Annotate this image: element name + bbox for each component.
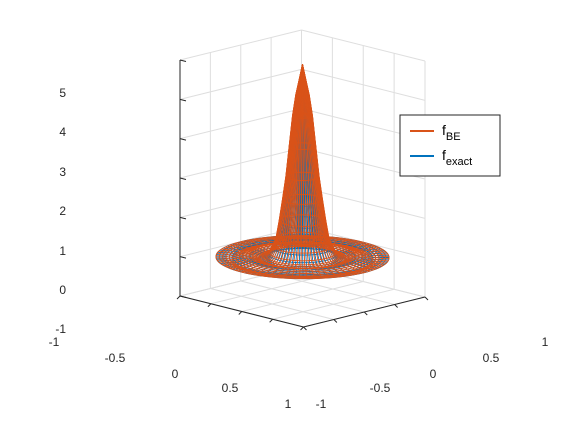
mesh-layer (215, 64, 390, 280)
mesh-spoke (302, 64, 343, 277)
x-tick-label: 0 (172, 367, 179, 381)
mesh-spoke (271, 64, 303, 278)
mesh-spoke (289, 64, 303, 279)
legend-label-be-main: f (442, 122, 446, 138)
grid-line (179, 108, 302, 140)
y-tick (303, 326, 307, 331)
grid-line (210, 288, 334, 320)
z-tick-label: 3 (59, 165, 66, 179)
mesh-spoke (302, 64, 375, 252)
z-tick-label: 4 (59, 125, 66, 139)
grid-line (301, 68, 426, 101)
legend-label-be-sub: BE (446, 131, 461, 143)
x-tick-label: -0.5 (105, 351, 126, 365)
grid-line (179, 29, 302, 61)
mesh-spoke (302, 64, 318, 279)
x-tick-label: -1 (49, 335, 60, 349)
z-tick-label: 1 (59, 244, 66, 258)
z-tick-label: 2 (59, 204, 66, 218)
mesh-spoke (302, 64, 358, 275)
mesh-spoke (248, 64, 303, 275)
z-tick (179, 138, 187, 141)
mesh-spoke (302, 64, 384, 254)
x-tick (176, 295, 181, 300)
z-tick (179, 177, 187, 180)
mesh-be (215, 64, 390, 280)
legend-label-exact-main: f (442, 147, 446, 163)
y-tick-label: -1 (316, 397, 327, 411)
x-tick-label: 1 (285, 397, 292, 411)
mesh-spoke (235, 64, 303, 271)
grid-line (301, 186, 426, 219)
legend-label-be: fBE (442, 122, 461, 143)
mesh-spoke (280, 64, 303, 279)
y-tick (424, 296, 429, 301)
grid-line (301, 29, 426, 62)
mesh-spoke (302, 64, 309, 279)
axes-box (176, 59, 429, 331)
grid-line (179, 68, 302, 100)
x-tick (207, 303, 212, 308)
mesh-spoke (218, 64, 303, 264)
grid-line (179, 186, 302, 218)
y-tick (363, 311, 368, 316)
mesh-spoke (230, 64, 303, 270)
y-tick-label: 1 (542, 335, 549, 349)
mesh-spoke (302, 64, 370, 251)
mesh-spoke (225, 64, 303, 268)
z-tick (179, 295, 187, 298)
y-tick (333, 319, 338, 323)
z-tick-label: 5 (59, 86, 66, 100)
mesh-spoke (302, 64, 380, 253)
mesh-spoke (302, 64, 364, 251)
x-tick-label: 0.5 (222, 381, 239, 395)
y-tick-label: -0.5 (370, 381, 391, 395)
mesh-spoke (302, 64, 335, 278)
z-tick-label: 0 (59, 283, 66, 297)
x-tick (300, 326, 304, 331)
mesh-spoke (302, 64, 351, 276)
z-tick (179, 59, 187, 62)
z-tick (179, 256, 187, 259)
y-tick-label: 0.5 (483, 351, 500, 365)
mesh-spoke (302, 64, 326, 279)
grid-line (179, 147, 302, 179)
z-tick (179, 98, 187, 102)
mesh-spoke (241, 64, 303, 273)
mesh-spoke (263, 64, 303, 277)
x-tick (269, 318, 273, 323)
y-tick (394, 304, 398, 308)
legend-label-exact-sub: exact (446, 156, 472, 168)
x-tick (238, 311, 243, 315)
mesh-spoke (298, 64, 303, 279)
grid-line (240, 280, 365, 313)
y-tick-label: 0 (430, 367, 437, 381)
mesh-spoke (255, 64, 303, 276)
legend: fBE fexact (399, 114, 501, 177)
legend-box (399, 114, 501, 177)
legend-label-exact: fexact (442, 147, 472, 168)
z-tick-label: -1 (55, 322, 66, 336)
z-tick (179, 216, 187, 220)
mesh-spoke (221, 64, 303, 266)
